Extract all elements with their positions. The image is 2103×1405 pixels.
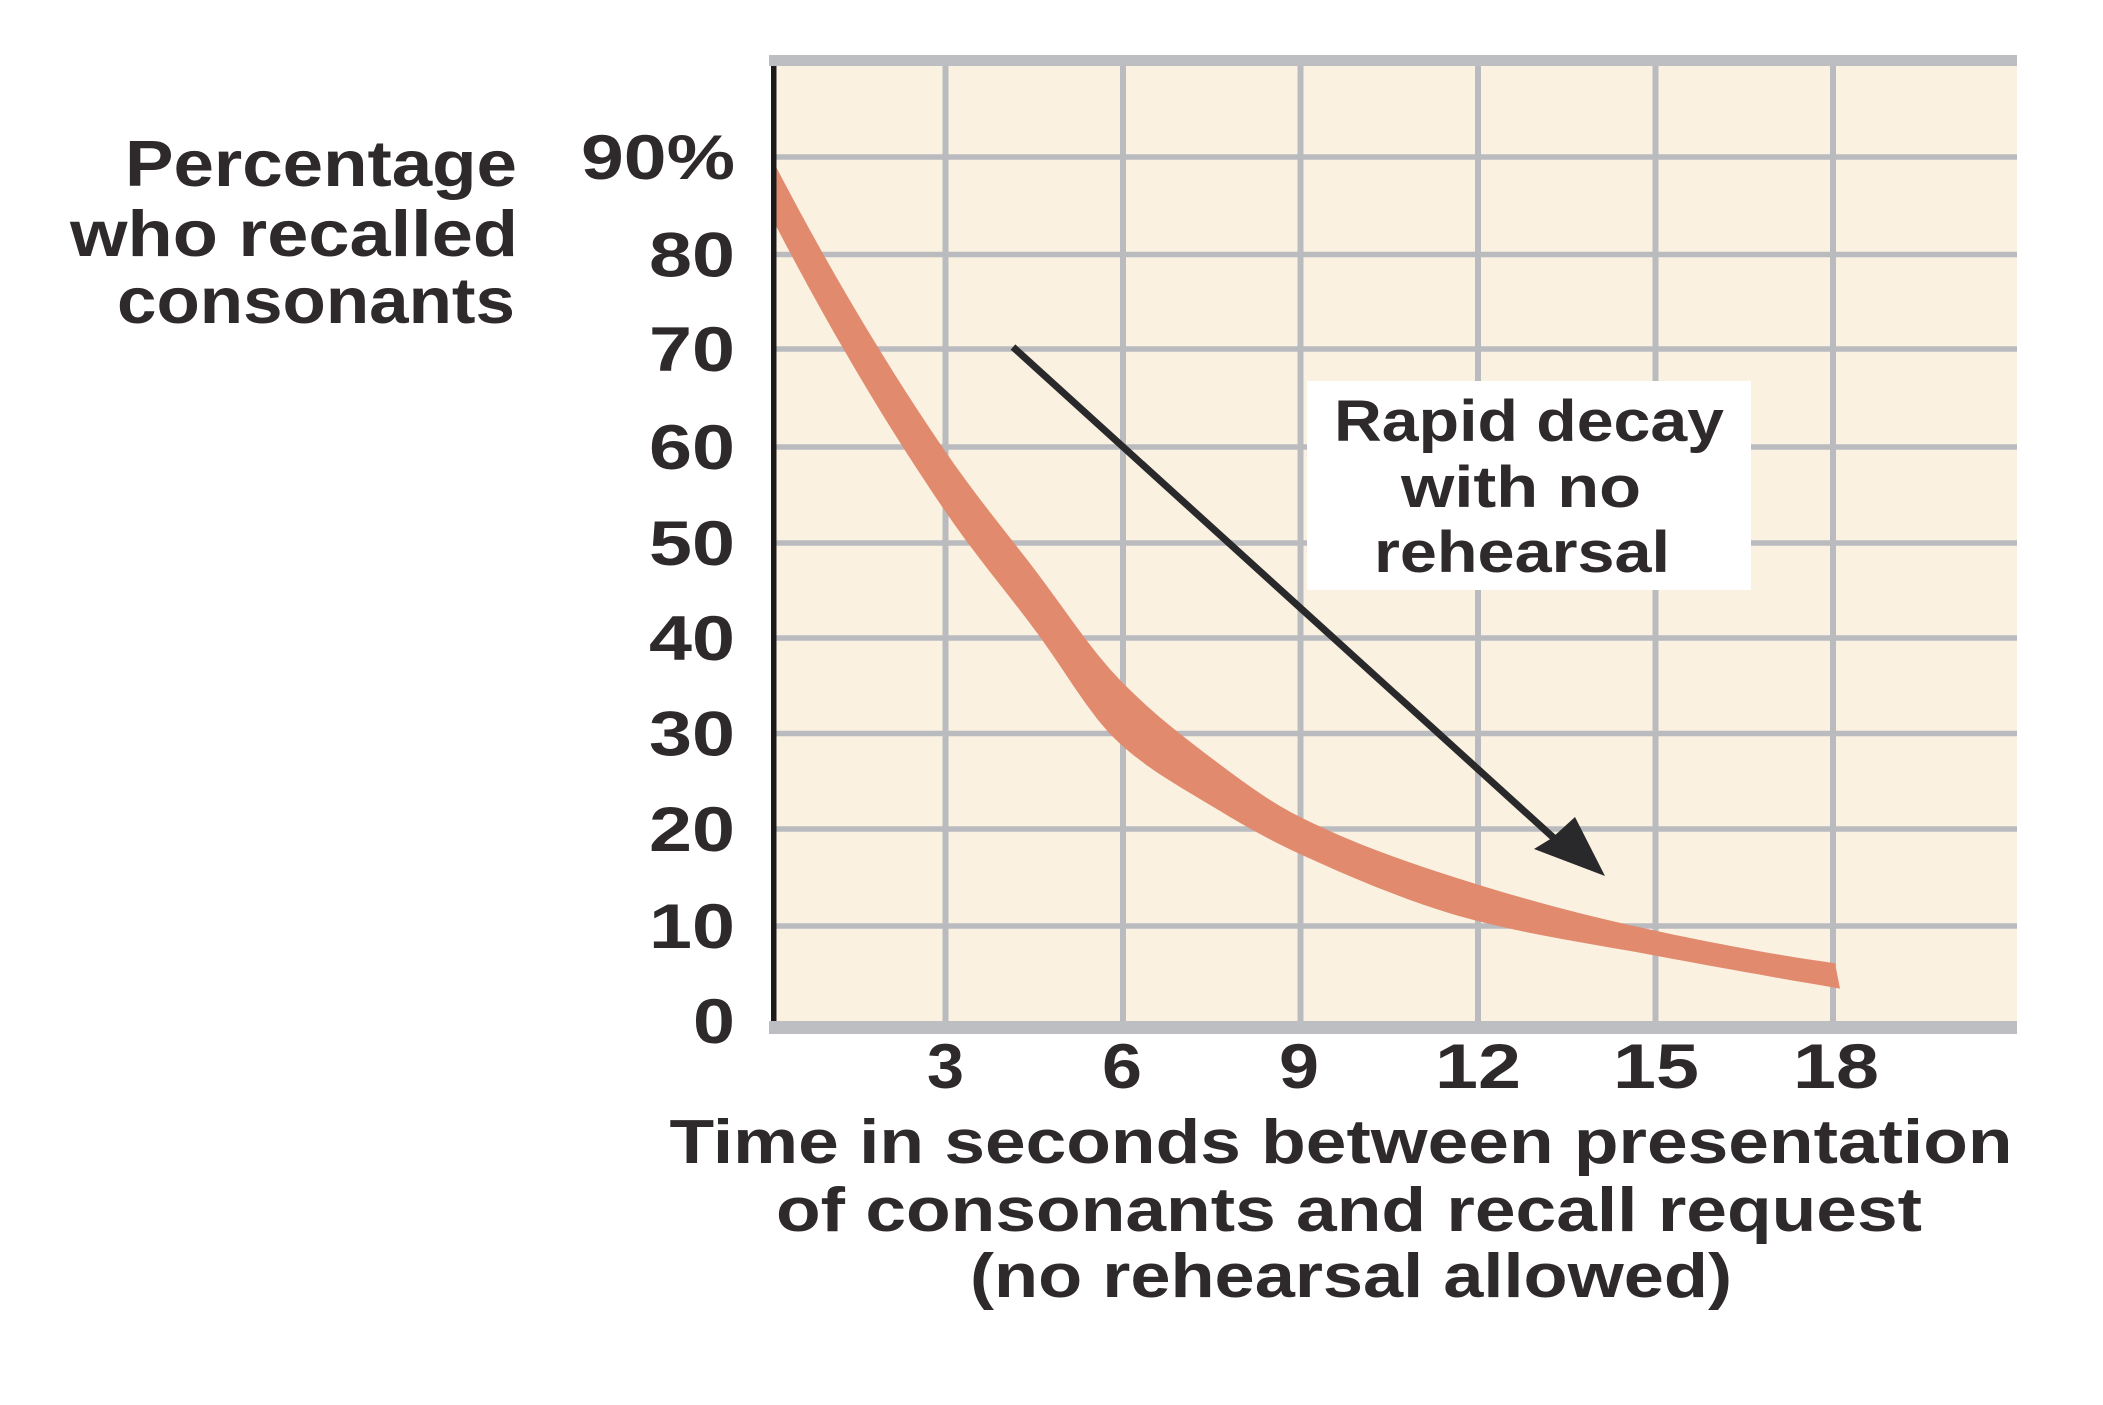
svg-text:90%: 90%: [581, 123, 735, 193]
svg-text:rehearsal: rehearsal: [1374, 520, 1670, 585]
svg-text:6: 6: [1102, 1032, 1142, 1102]
svg-text:who recalled: who recalled: [69, 197, 518, 270]
svg-text:12: 12: [1435, 1032, 1521, 1102]
svg-text:9: 9: [1279, 1032, 1319, 1102]
svg-text:30: 30: [649, 700, 735, 770]
svg-text:3: 3: [927, 1032, 964, 1102]
svg-text:20: 20: [649, 795, 735, 865]
svg-text:10: 10: [649, 892, 735, 962]
svg-text:40: 40: [649, 604, 735, 674]
svg-text:Percentage: Percentage: [125, 127, 517, 200]
svg-text:Time in seconds between presen: Time in seconds between presentation: [670, 1108, 2013, 1177]
svg-text:15: 15: [1613, 1032, 1699, 1102]
svg-text:80: 80: [649, 221, 735, 291]
svg-text:Rapid decay: Rapid decay: [1334, 389, 1724, 454]
svg-text:with no: with no: [1400, 455, 1641, 520]
svg-text:60: 60: [649, 413, 735, 483]
svg-text:(no rehearsal allowed): (no rehearsal allowed): [970, 1242, 1732, 1311]
svg-text:0: 0: [693, 987, 735, 1057]
svg-text:50: 50: [649, 509, 735, 579]
svg-text:70: 70: [649, 315, 735, 385]
svg-text:18: 18: [1793, 1032, 1879, 1102]
svg-text:consonants: consonants: [117, 264, 515, 337]
svg-text:of consonants and recall reque: of consonants and recall request: [776, 1176, 1922, 1245]
